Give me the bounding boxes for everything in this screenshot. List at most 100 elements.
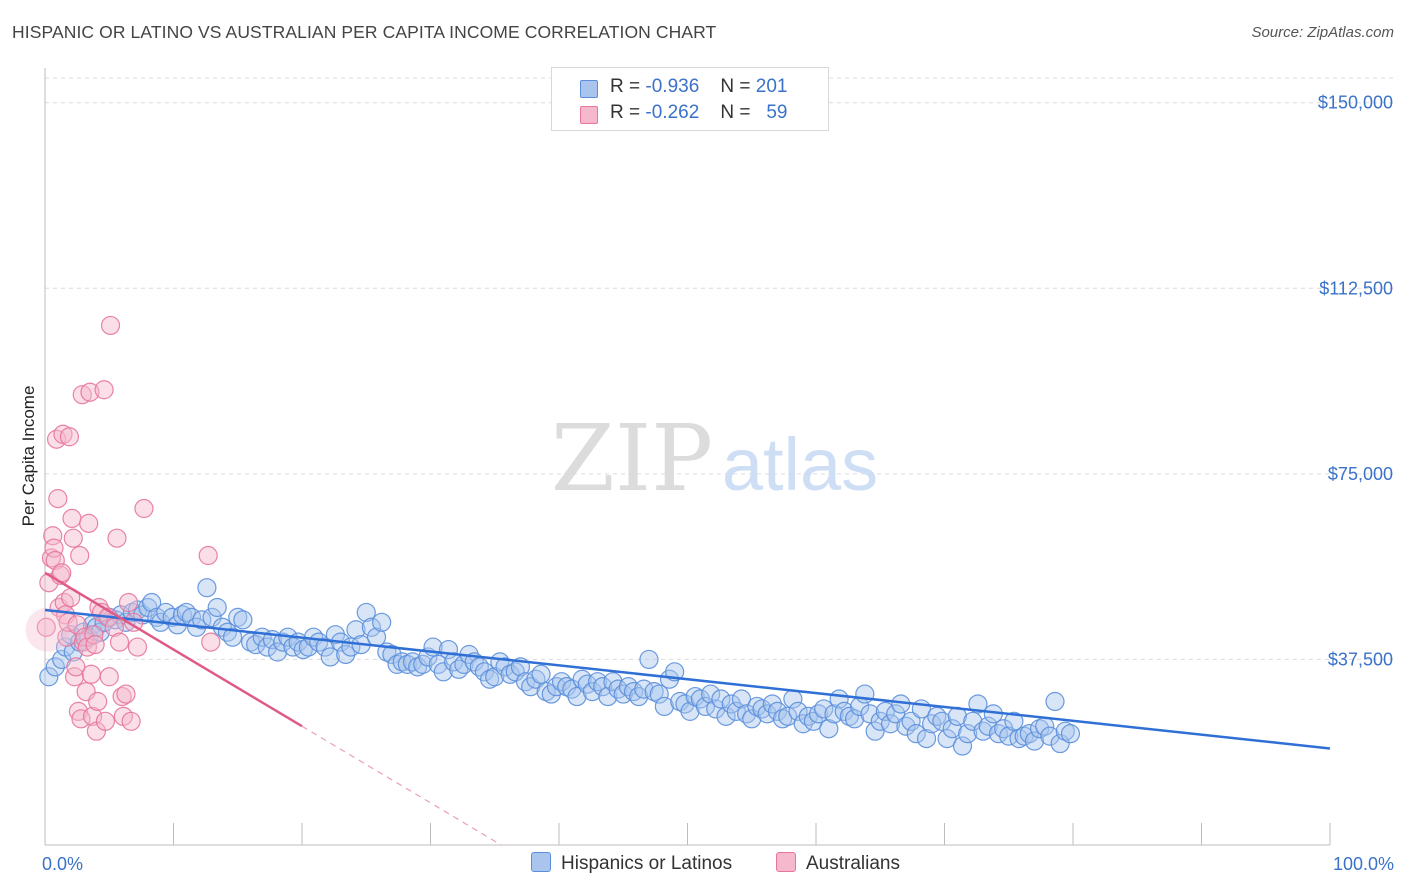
data-point bbox=[536, 681, 556, 702]
y-tick-label: $150,000 bbox=[1318, 93, 1393, 113]
legend-swatch-blue bbox=[580, 80, 598, 98]
data-point bbox=[233, 610, 253, 630]
data-point bbox=[814, 699, 834, 719]
data-point bbox=[731, 689, 752, 709]
data-point bbox=[223, 627, 243, 647]
trend-lines bbox=[44, 571, 1331, 846]
data-point bbox=[346, 620, 366, 640]
legend-item-australians[interactable]: Australians bbox=[776, 852, 900, 875]
data-point bbox=[45, 550, 65, 571]
legend-n-label: N = bbox=[720, 102, 751, 123]
watermark: ZIP atlas bbox=[551, 405, 878, 512]
data-point bbox=[942, 719, 962, 739]
legend-r-value: -0.262 bbox=[645, 102, 700, 123]
legend-swatch-pink bbox=[580, 106, 598, 124]
gridlines bbox=[45, 77, 1394, 660]
data-point bbox=[901, 711, 921, 731]
data-point bbox=[639, 649, 659, 670]
data-point bbox=[880, 714, 901, 734]
data-point bbox=[500, 664, 520, 684]
data-point bbox=[48, 489, 68, 509]
data-point bbox=[1055, 721, 1075, 741]
data-point bbox=[127, 637, 148, 657]
y-axis-title: Per Capita Income bbox=[19, 386, 38, 527]
data-point bbox=[387, 654, 407, 674]
x-tick-label-max: 100.0% bbox=[1333, 854, 1394, 874]
legend-r-value: -0.936 bbox=[645, 76, 700, 97]
data-point bbox=[952, 736, 973, 756]
data-point bbox=[968, 694, 988, 714]
data-point bbox=[670, 691, 690, 712]
data-point bbox=[906, 724, 926, 744]
data-point bbox=[978, 716, 998, 736]
source-label: Source: ZipAtlas.com bbox=[1251, 24, 1394, 41]
data-point bbox=[107, 528, 127, 548]
data-point bbox=[64, 667, 85, 687]
y-tick-labels: $37,500 $75,000 $112,500 $150,000 bbox=[1318, 93, 1393, 670]
data-point bbox=[392, 652, 412, 672]
data-point bbox=[932, 711, 952, 731]
data-point bbox=[63, 528, 83, 548]
data-point bbox=[855, 684, 875, 704]
data-point bbox=[788, 701, 808, 721]
data-point bbox=[819, 719, 839, 739]
y-tick-label: $112,500 bbox=[1319, 278, 1393, 298]
data-point bbox=[45, 657, 65, 677]
legend-item-hispanics[interactable]: Hispanics or Latinos bbox=[531, 852, 732, 875]
data-point bbox=[886, 704, 906, 724]
data-point bbox=[134, 498, 154, 519]
data-point bbox=[557, 677, 577, 697]
data-point bbox=[382, 644, 402, 665]
data-point bbox=[62, 508, 82, 529]
data-point bbox=[70, 545, 90, 566]
legend-label-hispanics: Hispanics or Latinos bbox=[561, 853, 733, 874]
data-point bbox=[293, 639, 313, 660]
data-point bbox=[142, 592, 162, 613]
data-point bbox=[309, 632, 329, 652]
stats-legend: R = -0.936 N = 201 R = -0.262 N = 59 bbox=[551, 67, 829, 131]
data-point bbox=[839, 706, 860, 726]
y-tick-label: $37,500 bbox=[1328, 649, 1393, 669]
data-point bbox=[201, 632, 221, 652]
axes bbox=[44, 68, 1331, 846]
data-point bbox=[84, 625, 104, 645]
data-point bbox=[593, 677, 613, 697]
data-point bbox=[66, 657, 86, 677]
data-point bbox=[1060, 724, 1081, 744]
data-point bbox=[644, 681, 664, 702]
trend-line-hispanics bbox=[44, 608, 1331, 750]
data-point bbox=[865, 721, 885, 741]
legend-n-label: N = bbox=[720, 76, 751, 97]
series-hispanics-points bbox=[39, 578, 1081, 756]
legend-swatch-pink bbox=[776, 852, 796, 872]
data-point bbox=[685, 686, 705, 707]
data-point bbox=[356, 602, 376, 623]
data-point bbox=[1004, 711, 1024, 731]
data-point bbox=[94, 380, 114, 400]
chart-title: HISPANIC OR LATINO VS AUSTRALIAN PER CAP… bbox=[12, 22, 717, 42]
data-point bbox=[916, 729, 937, 749]
data-point bbox=[567, 686, 587, 707]
data-point bbox=[85, 634, 105, 655]
data-point bbox=[198, 545, 218, 566]
data-point bbox=[72, 385, 92, 405]
data-point bbox=[1040, 726, 1060, 746]
data-point bbox=[315, 637, 335, 657]
data-point bbox=[228, 607, 248, 627]
trend-line-australians bbox=[44, 571, 303, 728]
data-point bbox=[860, 704, 880, 724]
data-point bbox=[582, 681, 603, 702]
data-point bbox=[408, 657, 428, 677]
data-point bbox=[598, 686, 618, 707]
data-point bbox=[1050, 733, 1070, 754]
legend-n-value: 59 bbox=[766, 102, 788, 123]
data-point bbox=[95, 711, 115, 731]
data-point bbox=[77, 637, 98, 657]
data-point bbox=[654, 696, 674, 717]
y-tick-label: $75,000 bbox=[1328, 464, 1393, 484]
legend-r-label: R = bbox=[610, 76, 641, 97]
data-point bbox=[99, 667, 119, 687]
data-point bbox=[778, 706, 798, 726]
data-point bbox=[320, 647, 340, 667]
data-point bbox=[202, 607, 222, 627]
